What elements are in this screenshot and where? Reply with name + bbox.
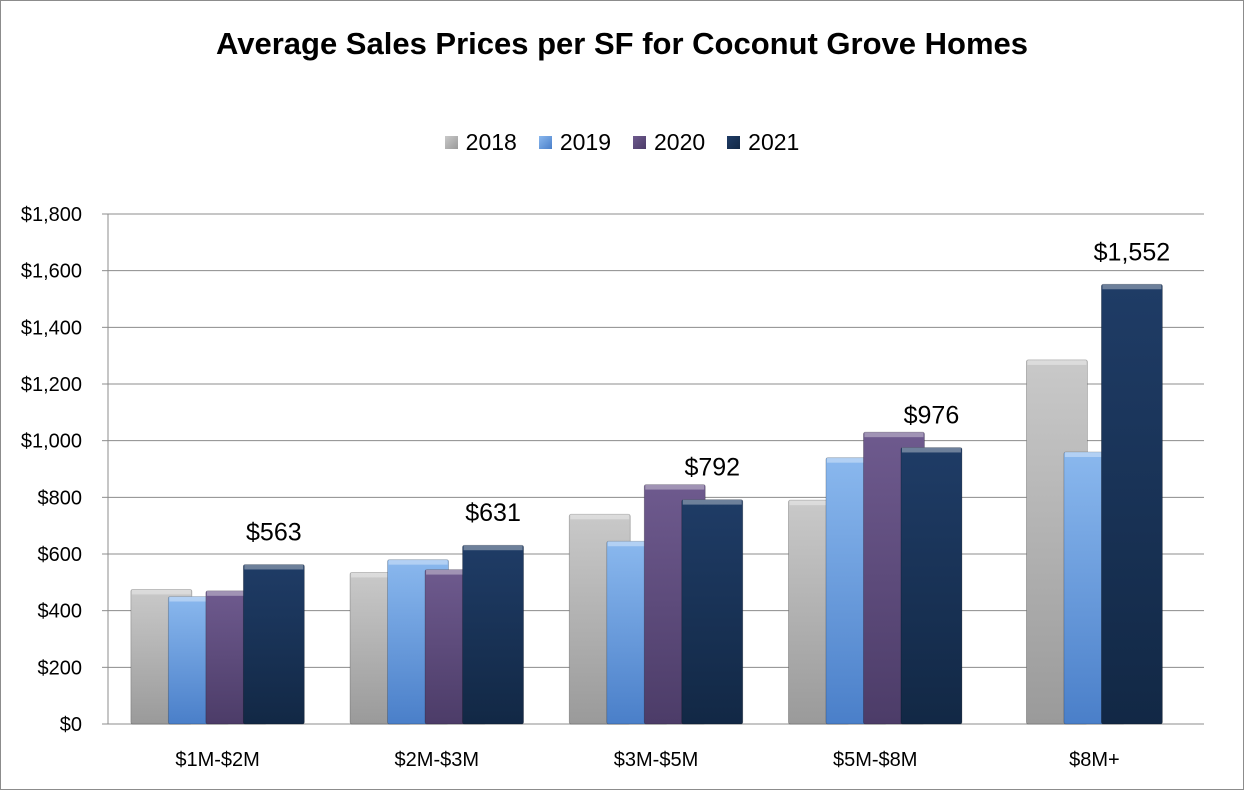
bar-group (242, 564, 305, 725)
bar-highlight (1027, 359, 1087, 365)
bar-highlight (131, 589, 191, 595)
legend-item: 2019 (538, 129, 611, 156)
legend-label: 2020 (654, 129, 706, 155)
bar-highlight (388, 559, 448, 565)
y-tick-label: $1,800 (21, 204, 82, 226)
bar-group (681, 499, 744, 725)
y-tick-label: $1,200 (21, 374, 82, 396)
legend-label: 2021 (748, 129, 800, 155)
bar-highlight (426, 569, 486, 575)
data-label: $1,552 (1094, 238, 1170, 266)
legend-item: 2021 (727, 129, 799, 156)
x-tick-label: $3M-$5M (614, 749, 698, 771)
bar-group (900, 447, 963, 725)
data-label: $631 (465, 499, 521, 527)
x-tick-label: $8M+ (1069, 749, 1120, 771)
bar-highlight (901, 447, 961, 453)
bar-highlight (607, 541, 667, 547)
bar (1101, 283, 1163, 725)
bar-highlight (351, 572, 411, 578)
bar-highlight (1102, 284, 1162, 290)
bar-group (1101, 283, 1163, 725)
legend-label: 2019 (559, 129, 611, 155)
bar-group (462, 544, 524, 725)
bar-highlight (206, 590, 266, 596)
y-tick-label: $600 (38, 544, 83, 566)
bar-highlight (463, 545, 523, 551)
x-tick-label: $2M-$3M (395, 749, 479, 771)
y-tick-label: $1,000 (21, 431, 82, 453)
legend-swatch (633, 136, 646, 149)
chart-title: Average Sales Prices per SF for Coconut … (215, 26, 1029, 61)
bar-highlight (789, 500, 849, 506)
y-tick-label: $1,400 (21, 317, 82, 339)
bar (462, 544, 524, 725)
y-tick-label: $200 (38, 657, 83, 679)
y-tick-label: $400 (38, 601, 83, 623)
legend-label: 2018 (465, 129, 517, 155)
data-label: $792 (684, 454, 740, 482)
legend: 2018 2019 2020 2021 (0, 129, 1244, 156)
bar (900, 447, 963, 725)
legend-item: 2020 (633, 129, 705, 156)
legend-item: 2018 (444, 129, 517, 156)
data-label: $563 (246, 518, 302, 546)
y-tick-label: $800 (38, 487, 83, 509)
data-label: $976 (904, 401, 960, 429)
bar-highlight (244, 564, 304, 570)
bar-highlight (645, 484, 705, 490)
bar-highlight (682, 499, 742, 505)
bar-highlight (169, 596, 229, 602)
x-tick-label: $5M-$8M (833, 749, 917, 771)
bar-highlight (864, 432, 924, 438)
y-tick-label: $1,600 (21, 261, 82, 283)
bar (681, 499, 744, 725)
bar-highlight (1064, 452, 1124, 457)
legend-swatch (444, 136, 458, 149)
legend-swatch (538, 136, 552, 149)
y-tick-label: $0 (60, 714, 82, 736)
legend-swatch (727, 136, 741, 149)
bar (242, 564, 305, 725)
bar-highlight (826, 457, 886, 463)
bar-highlight (570, 514, 630, 520)
x-tick-label: $1M-$2M (175, 749, 259, 771)
